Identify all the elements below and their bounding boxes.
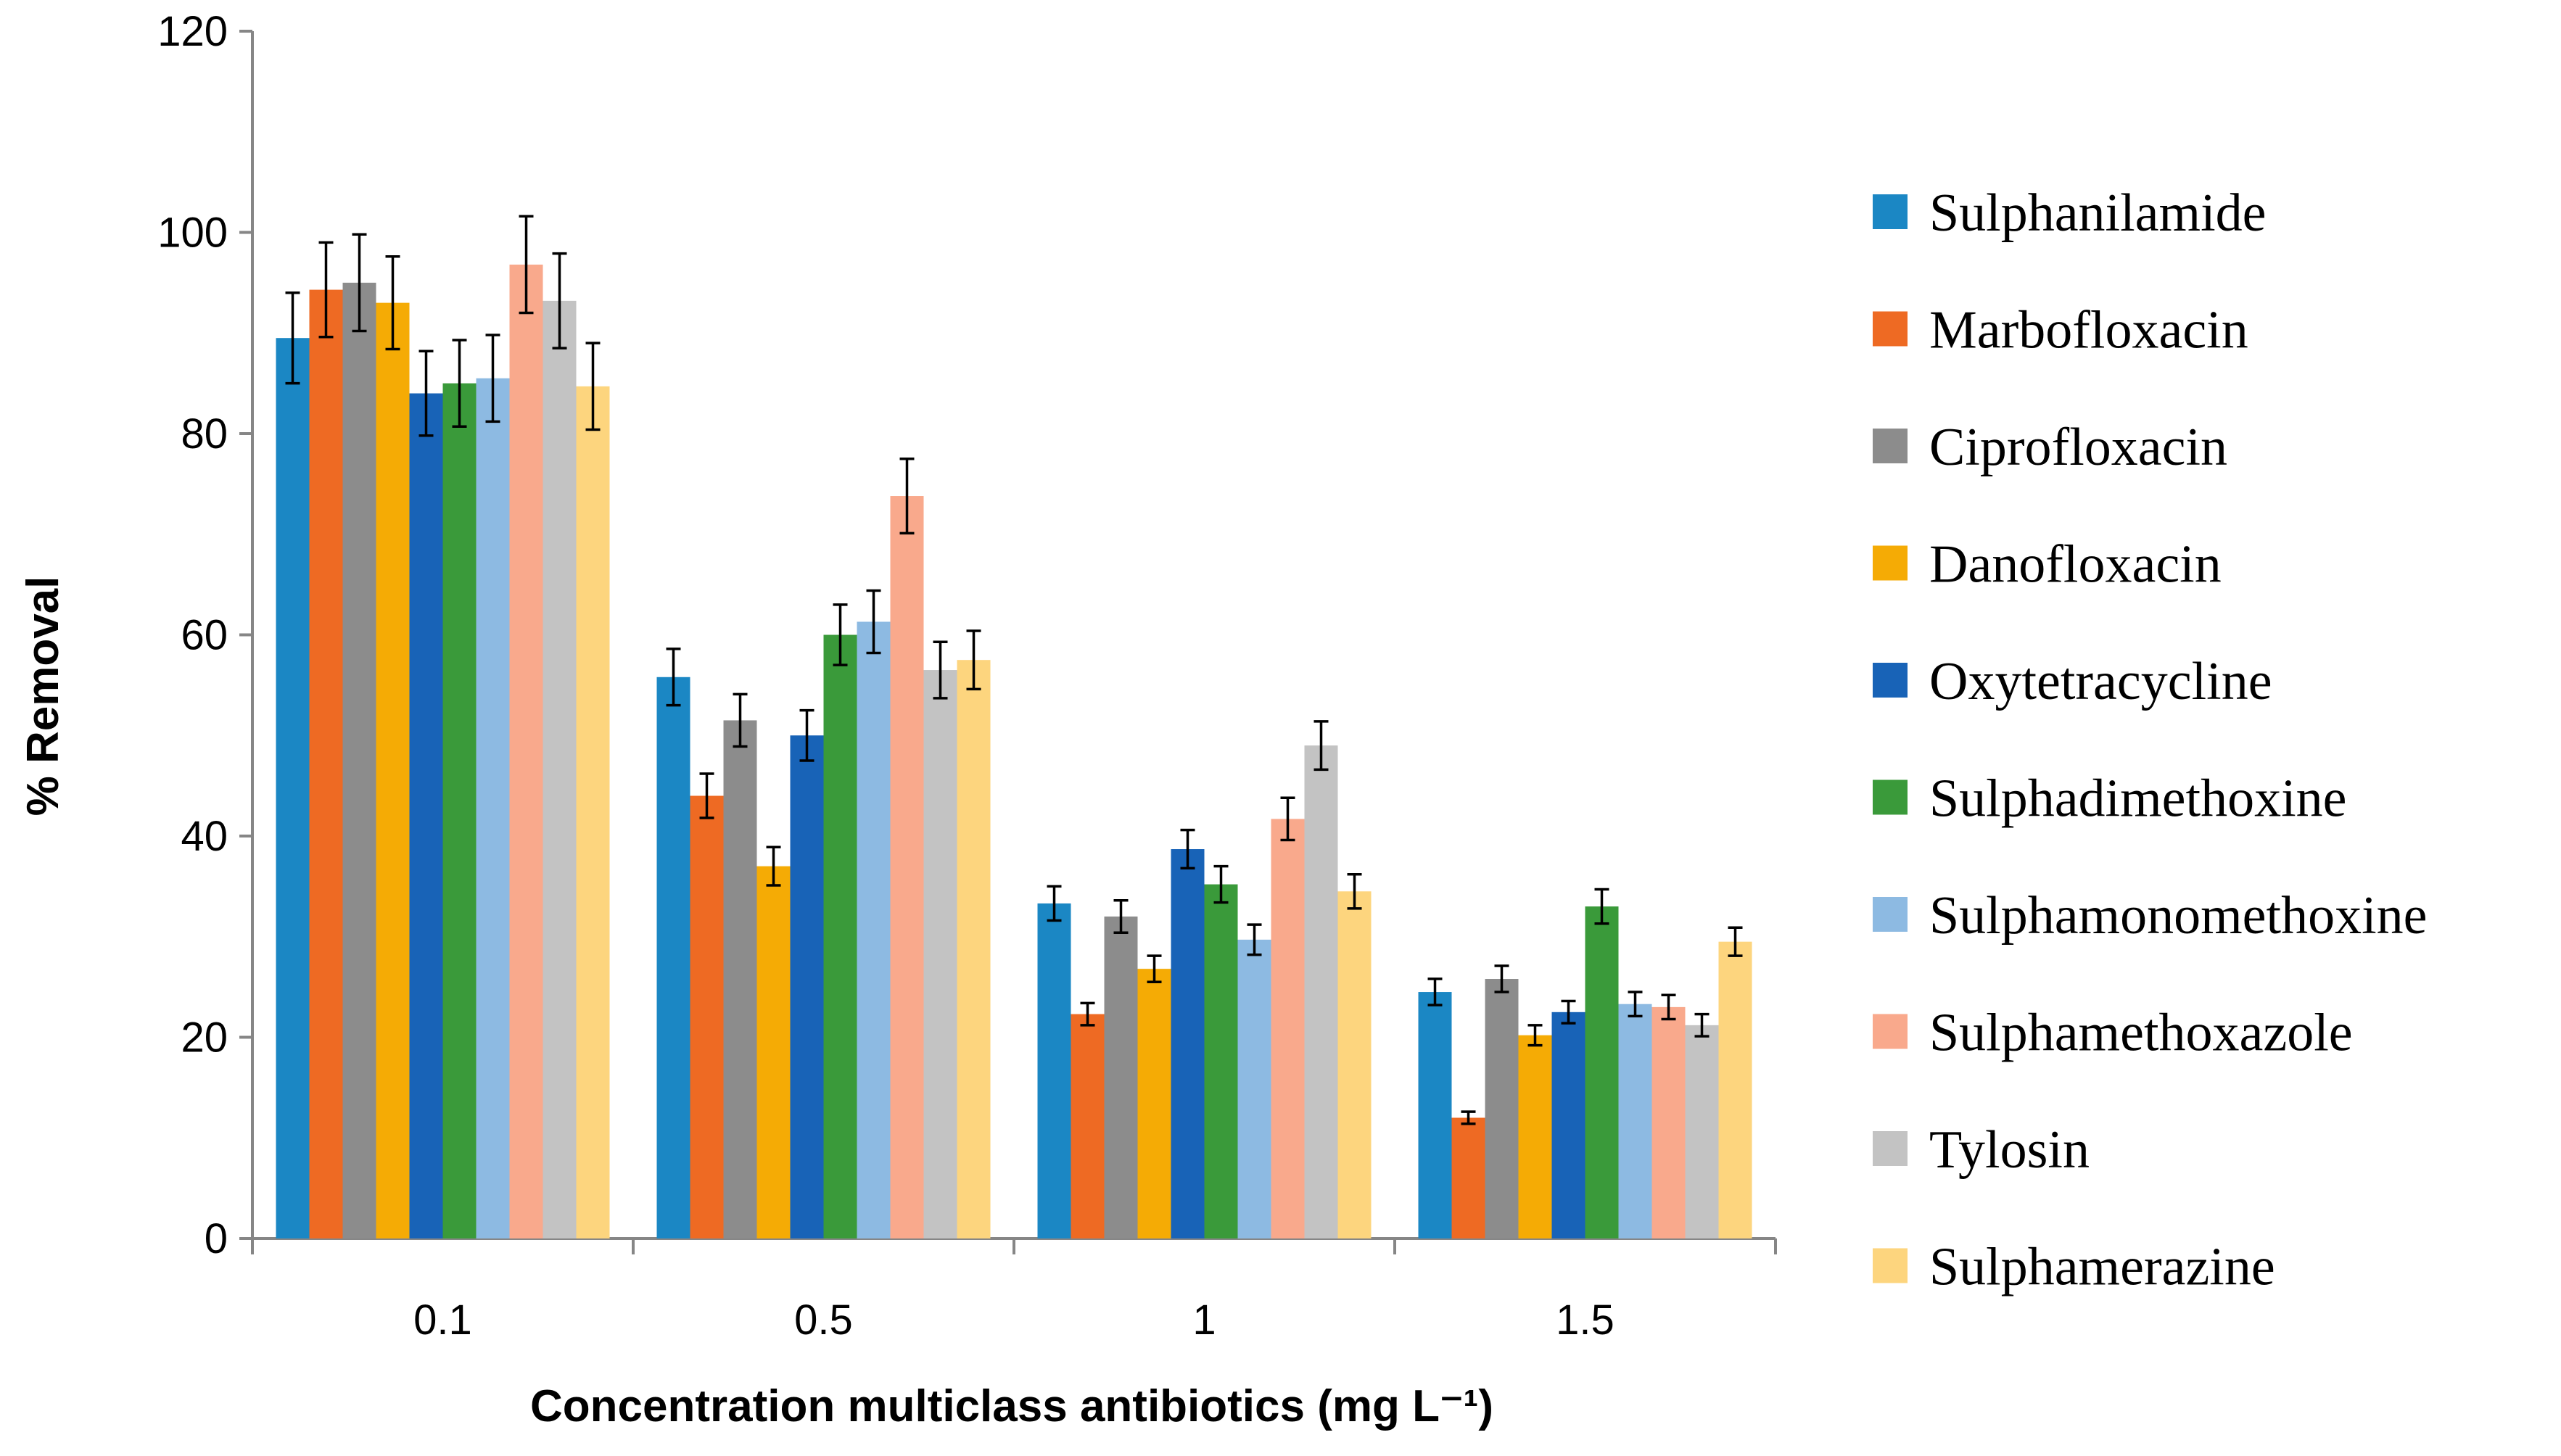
bar	[823, 634, 857, 1238]
bar	[890, 496, 924, 1238]
bar	[309, 289, 343, 1238]
bar	[1137, 969, 1171, 1238]
x-tick-label: 1	[1192, 1296, 1216, 1344]
x-tick-label: 0.5	[794, 1296, 853, 1344]
error-bars-group	[285, 215, 1743, 1125]
legend-label: Sulphamerazine	[1929, 1238, 2275, 1297]
legend-swatch	[1873, 545, 1908, 581]
y-tick-label: 20	[181, 1014, 228, 1062]
bar	[342, 282, 376, 1238]
legend-swatch	[1873, 429, 1908, 463]
y-tick-label: 100	[157, 210, 228, 257]
bar	[857, 621, 891, 1238]
legend-swatch	[1873, 1131, 1908, 1166]
bar	[1037, 903, 1071, 1238]
bar	[1618, 1004, 1652, 1238]
bar	[1204, 884, 1238, 1238]
bar	[1718, 941, 1752, 1238]
bar	[923, 670, 957, 1238]
bar	[576, 386, 610, 1238]
legend-label: Tylosin	[1929, 1120, 2090, 1180]
bar	[1585, 906, 1619, 1238]
legend-swatch	[1873, 311, 1908, 347]
legend-label: Danofloxacin	[1929, 535, 2222, 595]
y-tick-label: 40	[181, 813, 228, 860]
bar	[1551, 1012, 1585, 1238]
legend-label: Ciprofloxacin	[1929, 418, 2227, 477]
bar	[1171, 849, 1205, 1238]
legend-swatch	[1873, 897, 1908, 932]
axes-group: 0 20 40 60 80 100 120 0.1 0.5 1 1.5	[157, 8, 1777, 1344]
legend-label: Sulphanilamide	[1929, 183, 2267, 243]
bar	[442, 383, 477, 1238]
legend-label: Sulphadimethoxine	[1929, 769, 2347, 829]
legend-swatch	[1873, 1014, 1908, 1049]
bar	[1304, 745, 1338, 1238]
bar	[1071, 1014, 1105, 1238]
legend-label: Oxytetracycline	[1929, 652, 2272, 711]
bar	[656, 677, 690, 1238]
bar	[1418, 992, 1452, 1238]
x-tick-label: 1.5	[1556, 1296, 1614, 1344]
legend-swatch	[1873, 663, 1908, 698]
bar	[1651, 1006, 1686, 1238]
bar	[1271, 819, 1305, 1238]
y-tick-label: 120	[157, 8, 228, 55]
bar	[790, 735, 824, 1238]
legend-label: Sulphamonomethoxine	[1929, 886, 2428, 946]
bar	[1685, 1025, 1719, 1238]
legend-label: Marbofloxacin	[1929, 301, 2248, 360]
bar	[1518, 1035, 1552, 1238]
bar	[1451, 1117, 1485, 1238]
x-tick-label: 0.1	[413, 1296, 472, 1344]
bar	[1337, 891, 1372, 1238]
bar	[409, 393, 443, 1238]
y-tick-label: 60	[181, 612, 228, 659]
legend: Sulphanilamide Marbofloxacin Ciprofloxacin…	[1873, 183, 2428, 1297]
legend-swatch	[1873, 1248, 1908, 1283]
bar	[543, 300, 577, 1239]
bars-group	[276, 264, 1752, 1239]
bar	[509, 264, 543, 1238]
bar	[690, 795, 724, 1238]
legend-swatch	[1873, 779, 1908, 815]
bar	[957, 660, 991, 1238]
x-axis-title: Concentration multiclass antibiotics (mg…	[530, 1381, 1493, 1431]
legend-swatch	[1873, 194, 1908, 229]
bar	[1237, 939, 1271, 1238]
bar	[1485, 979, 1519, 1238]
y-axis-title: % Removal	[18, 576, 68, 816]
y-tick-label: 80	[181, 410, 228, 458]
bar	[756, 866, 791, 1238]
legend-label: Sulphamethoxazole	[1929, 1004, 2353, 1063]
y-tick-label: 0	[205, 1215, 228, 1262]
bar	[376, 302, 410, 1238]
bar	[276, 338, 310, 1238]
bar	[1104, 917, 1138, 1238]
bar	[723, 720, 757, 1238]
bar	[476, 378, 510, 1238]
